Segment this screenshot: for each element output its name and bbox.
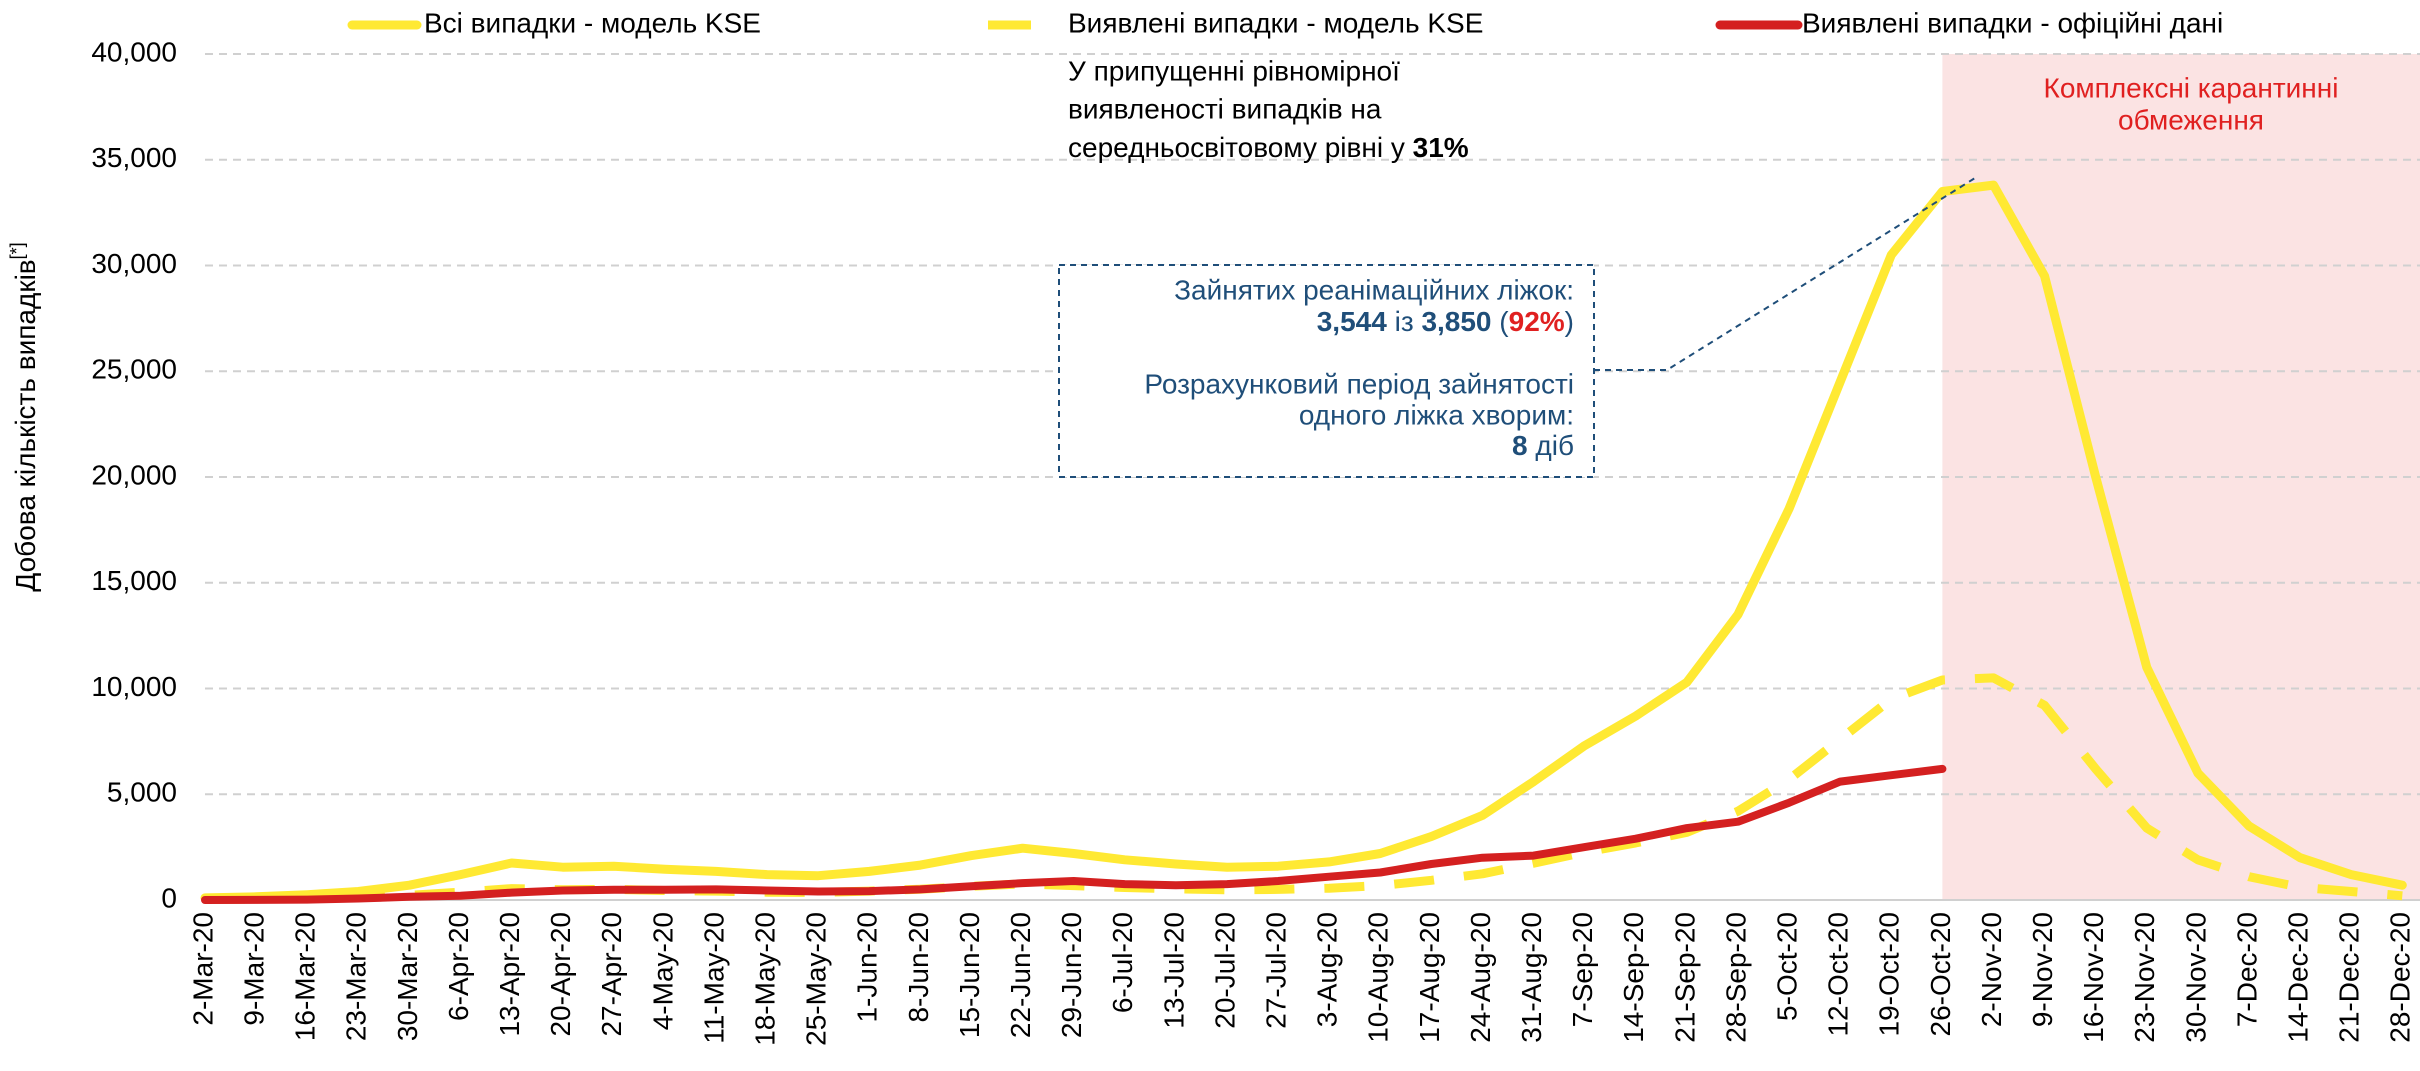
x-tick-label: 31-Aug-20	[1516, 912, 1547, 1043]
note: У припущенні рівномірної виявленості вип…	[1068, 55, 1469, 163]
y-tick-label: 5,000	[107, 777, 177, 808]
x-tick-label: 27-Jul-20	[1260, 912, 1291, 1029]
legend-label: Всі випадки - модель KSE	[424, 7, 761, 38]
shade-label: обмеження	[2118, 104, 2264, 135]
x-tick-label: 15-Jun-20	[954, 912, 985, 1038]
x-tick-label: 28-Dec-20	[2385, 912, 2416, 1043]
x-tick-label: 2-Mar-20	[187, 912, 218, 1026]
x-tick-label: 14-Dec-20	[2282, 912, 2313, 1043]
legend-label: Виявлені випадки - модель KSE	[1068, 7, 1483, 38]
x-tick-label: 21-Sep-20	[1669, 912, 1700, 1043]
x-tick-label: 8-Jun-20	[903, 912, 934, 1023]
x-tick-label: 20-Jul-20	[1209, 912, 1240, 1029]
x-tick-label: 12-Oct-20	[1823, 912, 1854, 1037]
y-tick-label: 20,000	[91, 459, 177, 490]
y-tick-label: 35,000	[91, 142, 177, 173]
x-tick-label: 23-Nov-20	[2129, 912, 2160, 1043]
x-tick-label: 16-Nov-20	[2078, 912, 2109, 1043]
note-line: виявленості випадків на	[1068, 93, 1382, 124]
shade-label: Комплексні карантинні	[2044, 72, 2339, 103]
x-tick-label: 21-Dec-20	[2334, 912, 2365, 1043]
box-frame	[1058, 264, 1595, 478]
x-tick-label: 5-Oct-20	[1771, 912, 1802, 1021]
x-tick-label: 24-Aug-20	[1465, 912, 1496, 1043]
y-tick-label: 10,000	[91, 671, 177, 702]
x-tick-label: 30-Nov-20	[2180, 912, 2211, 1043]
x-tick-label: 18-May-20	[749, 912, 780, 1046]
box-line: одного ліжка хворим:	[1299, 399, 1574, 430]
x-tick-label: 10-Aug-20	[1363, 912, 1394, 1043]
y-tick-label: 40,000	[91, 36, 177, 67]
x-tick-label: 30-Mar-20	[392, 912, 423, 1041]
x-tick-label: 6-Jul-20	[1107, 912, 1138, 1013]
box-line: Зайнятих реанімаційних ліжок:	[1174, 274, 1574, 305]
x-tick-label: 27-Apr-20	[596, 912, 627, 1037]
series-line	[200, 180, 2407, 903]
x-tick-label: 2-Nov-20	[1976, 912, 2007, 1027]
x-tick-label: 14-Sep-20	[1618, 912, 1649, 1043]
y-tick-label: 30,000	[91, 248, 177, 279]
x-tick-label: 19-Oct-20	[1874, 912, 1905, 1037]
note-line: середньосвітовому рівні у 31%	[1068, 132, 1469, 163]
x-tick-label: 20-Apr-20	[545, 912, 576, 1037]
legend-label: Виявлені випадки - офіційні дані	[1802, 7, 2223, 38]
box-line: 8 діб	[1512, 430, 1574, 461]
x-tick-label: 28-Sep-20	[1720, 912, 1751, 1043]
x-tick-label: 17-Aug-20	[1414, 912, 1445, 1043]
x-tick-label: 1-Jun-20	[852, 912, 883, 1023]
x-tick-label: 6-Apr-20	[443, 912, 474, 1021]
x-tick-label: 9-Nov-20	[2027, 912, 2058, 1027]
leader-line	[1594, 177, 1976, 371]
x-tick-label: 29-Jun-20	[1056, 912, 1087, 1038]
box-line: 3,544 із 3,850 (92%)	[1317, 306, 1574, 337]
y-tick-label: 15,000	[91, 565, 177, 596]
x-tick-label: 22-Jun-20	[1005, 912, 1036, 1038]
series-line	[201, 764, 1947, 904]
x-tick-label: 16-Mar-20	[290, 912, 321, 1041]
x-tick-label: 3-Aug-20	[1312, 912, 1343, 1027]
x-tick-label: 11-May-20	[698, 912, 729, 1044]
x-tick-label: 13-Apr-20	[494, 912, 525, 1037]
x-tick-label: 9-Mar-20	[238, 912, 269, 1026]
x-tick-label: 4-May-20	[647, 912, 678, 1030]
y-axis-label: Добова кількість випадків[*]	[7, 242, 42, 591]
y-tick-label: 0	[161, 882, 177, 913]
info-box: Зайнятих реанімаційних ліжок: 3,544 із 3…	[1058, 177, 1976, 478]
x-tick-label: 26-Oct-20	[1925, 912, 1956, 1037]
x-tick-label: 7-Dec-20	[2231, 912, 2262, 1027]
x-tick-label: 23-Mar-20	[341, 912, 372, 1041]
x-tick-label: 25-May-20	[801, 912, 832, 1046]
x-tick-label: 7-Sep-20	[1567, 912, 1598, 1027]
box-line: Розрахунковий період зайнятості	[1144, 368, 1574, 399]
y-tick-label: 25,000	[91, 354, 177, 385]
note-line: У припущенні рівномірної	[1068, 55, 1400, 86]
x-tick-label: 13-Jul-20	[1158, 912, 1189, 1029]
